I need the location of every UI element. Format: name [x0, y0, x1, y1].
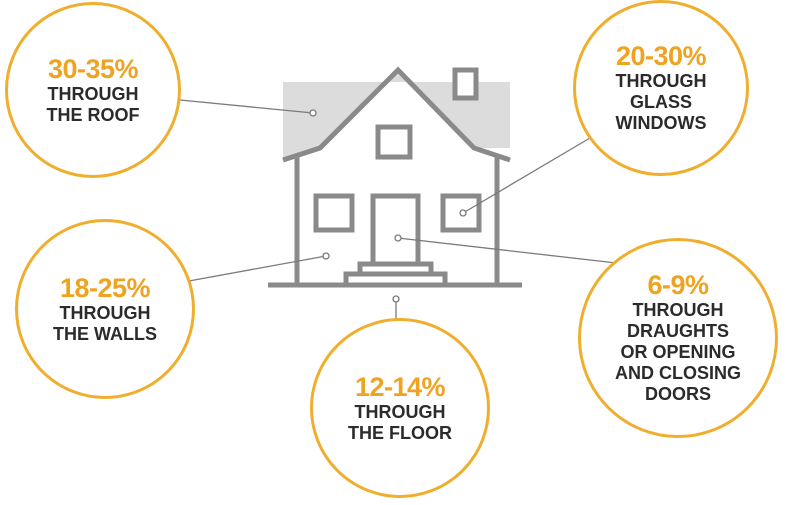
callout-doors-line: OR OPENING [620, 342, 736, 362]
attic-window [375, 124, 413, 160]
leader-line-roof [179, 99, 314, 114]
callout-windows-percent: 20-30% [615, 41, 707, 71]
front-door [370, 193, 421, 267]
callout-roof-line: THE ROOF [46, 104, 140, 125]
leader-line-windows [462, 137, 591, 214]
callout-walls: 18-25% THROUGH THE WALLS [15, 219, 195, 399]
callout-roof-line: THROUGH [47, 83, 139, 104]
callout-windows-line: THROUGH [615, 71, 707, 91]
door-step-lower [343, 271, 448, 288]
anchor-dot-roof [309, 109, 317, 117]
callout-doors-line: DOORS [644, 384, 711, 404]
callout-doors-line: DRAUGHTS [627, 321, 729, 341]
leader-line-doors [397, 237, 626, 265]
callout-floor: 12-14% THROUGH THE FLOOR [310, 318, 490, 498]
left-window [313, 193, 355, 233]
callout-walls-line: THROUGH [59, 302, 151, 323]
callout-doors-percent: 6-9% [647, 270, 709, 300]
callout-doors-label: THROUGH DRAUGHTS OR OPENING AND CLOSING … [615, 300, 741, 405]
anchor-dot-doors [394, 234, 402, 242]
chimney [452, 67, 479, 101]
callout-floor-percent: 12-14% [354, 371, 446, 402]
callout-walls-line: THE WALLS [53, 323, 157, 344]
anchor-dot-walls [322, 252, 330, 260]
callout-doors-line: THROUGH [632, 300, 724, 320]
callout-windows: 20-30% THROUGH GLASS WINDOWS [573, 0, 749, 176]
callout-floor-line: THE FLOOR [348, 422, 452, 443]
callout-roof: 30-35% THROUGH THE ROOF [5, 2, 181, 178]
callout-walls-percent: 18-25% [59, 272, 151, 303]
callout-floor-label: THROUGH THE FLOOR [348, 402, 452, 444]
callout-walls-label: THROUGH THE WALLS [53, 303, 157, 345]
anchor-dot-floor [392, 295, 400, 303]
callout-floor-line: THROUGH [354, 401, 446, 422]
anchor-dot-windows [459, 209, 467, 217]
callout-roof-percent: 30-35% [47, 53, 139, 84]
callout-windows-line: WINDOWS [615, 113, 707, 133]
callout-roof-label: THROUGH THE ROOF [47, 84, 140, 126]
leader-line-walls [177, 255, 327, 284]
callout-windows-label: THROUGH GLASS WINDOWS [616, 71, 707, 134]
callout-doors-line: AND CLOSING [615, 363, 741, 383]
callout-doors: 6-9% THROUGH DRAUGHTS OR OPENING AND CLO… [578, 238, 778, 438]
roof-outline [282, 66, 511, 163]
callout-windows-line: GLASS [629, 92, 692, 112]
